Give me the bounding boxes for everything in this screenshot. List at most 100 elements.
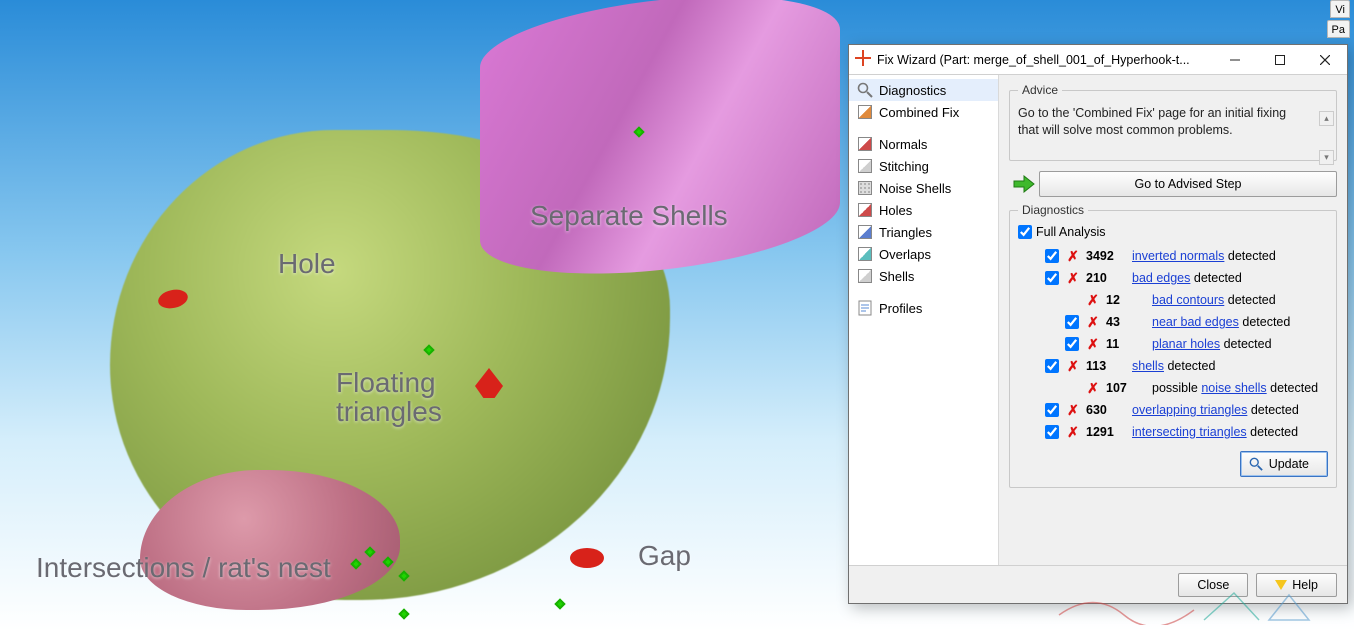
profiles-icon <box>857 300 873 316</box>
go-arrow-icon <box>1009 171 1039 197</box>
diagnostic-checkbox[interactable] <box>1045 403 1059 417</box>
full-analysis-checkbox-row[interactable]: Full Analysis <box>1018 225 1328 239</box>
diagnostic-row: ✗ 210bad edges detected <box>1042 267 1328 289</box>
diagnostic-count: 1291 <box>1084 425 1130 439</box>
nav-item-label: Shells <box>879 269 914 284</box>
nav-item-stitching[interactable]: Stitching <box>849 155 998 177</box>
diagnostic-link[interactable]: bad contours <box>1152 293 1224 307</box>
nav-item-overlaps[interactable]: Overlaps <box>849 243 998 265</box>
titlebar[interactable]: Fix Wizard (Part: merge_of_shell_001_of_… <box>849 45 1347 75</box>
tab-stub-pa[interactable]: Pa <box>1327 20 1350 38</box>
diagnostic-row: ✗ 107possible noise shells detected <box>1042 377 1328 399</box>
diagnostic-row: ✗3492inverted normals detected <box>1042 245 1328 267</box>
diagnostic-count: 107 <box>1104 381 1150 395</box>
go-to-advised-step-button[interactable]: Go to Advised Step <box>1039 171 1337 197</box>
window-title: Fix Wizard (Part: merge_of_shell_001_of_… <box>877 53 1212 67</box>
diagnostic-label: planar holes detected <box>1152 337 1328 351</box>
maximize-button[interactable] <box>1257 45 1302 74</box>
diagnostic-count: 43 <box>1104 315 1150 329</box>
nav-item-shells[interactable]: Shells <box>849 265 998 287</box>
advice-legend: Advice <box>1018 83 1062 97</box>
diagnostic-link[interactable]: shells <box>1132 359 1164 373</box>
app-icon <box>855 50 871 69</box>
diagnostic-count: 11 <box>1104 337 1150 351</box>
nav-item-label: Noise Shells <box>879 181 951 196</box>
diagnostic-checkbox[interactable] <box>1045 425 1059 439</box>
nav-item-label: Normals <box>879 137 927 152</box>
diagnostic-count: 113 <box>1084 359 1130 373</box>
magnifier-icon <box>1249 457 1263 471</box>
main-panel: Advice Go to the 'Combined Fix' page for… <box>999 75 1347 565</box>
diagnostic-label: possible noise shells detected <box>1152 381 1328 395</box>
advice-scrollbar[interactable]: ▴ ▾ <box>1319 111 1334 165</box>
diagnostic-checkbox[interactable] <box>1045 249 1059 263</box>
diagnostic-checkbox[interactable] <box>1045 271 1059 285</box>
diagnostics-list: ✗3492inverted normals detected✗210bad ed… <box>1042 245 1328 443</box>
shells-icon <box>857 268 873 284</box>
go-button-label: Go to Advised Step <box>1134 177 1241 191</box>
scroll-down-icon[interactable]: ▾ <box>1319 150 1334 165</box>
update-button[interactable]: Update <box>1240 451 1328 477</box>
diagnostic-label: shells detected <box>1132 359 1328 373</box>
diagnostic-count: 210 <box>1084 271 1130 285</box>
diagnostic-link[interactable]: inverted normals <box>1132 249 1224 263</box>
diagnostic-label: intersecting triangles detected <box>1132 425 1328 439</box>
diagnostic-link[interactable]: bad edges <box>1132 271 1190 285</box>
nav-item-label: Holes <box>879 203 912 218</box>
nav-item-label: Combined Fix <box>879 105 959 120</box>
diagnostic-row: ✗ 43near bad edges detected <box>1042 311 1328 333</box>
nav-item-label: Profiles <box>879 301 922 316</box>
diagnostic-link[interactable]: intersecting triangles <box>1132 425 1247 439</box>
nav-item-label: Triangles <box>879 225 932 240</box>
fix-wizard-window: Fix Wizard (Part: merge_of_shell_001_of_… <box>848 44 1348 604</box>
error-x-icon: ✗ <box>1087 314 1099 331</box>
nav-item-diagnostics[interactable]: Diagnostics <box>849 79 998 101</box>
diagnostic-checkbox[interactable] <box>1065 315 1079 329</box>
holes-icon <box>857 202 873 218</box>
noise-icon <box>857 180 873 196</box>
diagnostic-label: bad edges detected <box>1132 271 1328 285</box>
diagnostic-link[interactable]: overlapping triangles <box>1132 403 1247 417</box>
overlaps-icon <box>857 246 873 262</box>
background-scribble <box>1054 585 1314 625</box>
nav-item-label: Overlaps <box>879 247 931 262</box>
diagnostic-row: ✗1291intersecting triangles detected <box>1042 421 1328 443</box>
vertex-marker <box>554 598 565 609</box>
diagnostic-label: overlapping triangles detected <box>1132 403 1328 417</box>
update-button-label: Update <box>1269 457 1309 471</box>
stitching-icon <box>857 158 873 174</box>
diagnostic-link[interactable]: near bad edges <box>1152 315 1239 329</box>
nav-item-holes[interactable]: Holes <box>849 199 998 221</box>
nav-item-noise[interactable]: Noise Shells <box>849 177 998 199</box>
diagnostic-link[interactable]: noise shells <box>1201 381 1266 395</box>
error-x-icon: ✗ <box>1067 248 1079 265</box>
full-analysis-label: Full Analysis <box>1036 225 1105 239</box>
scroll-up-icon[interactable]: ▴ <box>1319 111 1334 126</box>
diagnostic-checkbox[interactable] <box>1045 359 1059 373</box>
error-x-icon: ✗ <box>1087 380 1099 397</box>
diagnostic-checkbox[interactable] <box>1065 337 1079 351</box>
close-button[interactable] <box>1302 45 1347 74</box>
nav-item-normals[interactable]: Normals <box>849 133 998 155</box>
diagnostic-label: inverted normals detected <box>1132 249 1328 263</box>
nav-item-combinedfix[interactable]: Combined Fix <box>849 101 998 123</box>
diagnostic-count: 12 <box>1104 293 1150 307</box>
diagnostic-row: ✗630overlapping triangles detected <box>1042 399 1328 421</box>
flaw-gap <box>570 548 604 568</box>
triangles-icon <box>857 224 873 240</box>
diagnostics-legend: Diagnostics <box>1018 203 1088 217</box>
diagnostic-label: near bad edges detected <box>1152 315 1328 329</box>
nav-item-profiles[interactable]: Profiles <box>849 297 998 319</box>
error-x-icon: ✗ <box>1087 292 1099 309</box>
nav-item-triangles[interactable]: Triangles <box>849 221 998 243</box>
advice-group: Advice Go to the 'Combined Fix' page for… <box>1009 83 1337 161</box>
combinedfix-icon <box>857 104 873 120</box>
tab-stub-vi[interactable]: Vi <box>1330 0 1350 18</box>
diagnostic-row: ✗113shells detected <box>1042 355 1328 377</box>
error-x-icon: ✗ <box>1067 270 1079 287</box>
full-analysis-checkbox[interactable] <box>1018 225 1032 239</box>
diagnostics-icon <box>857 82 873 98</box>
minimize-button[interactable] <box>1212 45 1257 74</box>
diagnostic-link[interactable]: planar holes <box>1152 337 1220 351</box>
error-x-icon: ✗ <box>1087 336 1099 353</box>
